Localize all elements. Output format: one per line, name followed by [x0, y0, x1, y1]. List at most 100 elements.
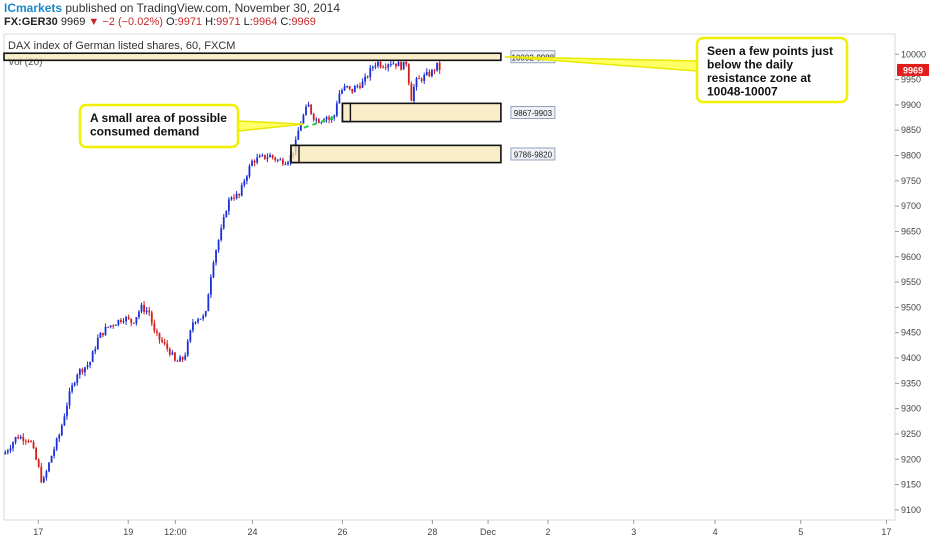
candle-body[interactable]: [102, 332, 104, 336]
candle-body[interactable]: [4, 452, 7, 455]
candle-body[interactable]: [143, 304, 145, 312]
candle-body[interactable]: [235, 193, 238, 199]
candle-body[interactable]: [86, 365, 89, 368]
candle-body[interactable]: [37, 459, 40, 467]
candle-body[interactable]: [94, 349, 97, 352]
candle-body[interactable]: [310, 104, 313, 114]
candle-body[interactable]: [135, 317, 138, 324]
candle-body[interactable]: [256, 157, 259, 163]
candle-body[interactable]: [276, 159, 279, 161]
candle-body[interactable]: [397, 62, 400, 67]
candle-body[interactable]: [382, 67, 385, 69]
candle-body[interactable]: [333, 115, 336, 118]
candle-body[interactable]: [156, 331, 158, 333]
candle-body[interactable]: [243, 180, 246, 186]
candle-body[interactable]: [400, 62, 402, 70]
candle-body[interactable]: [184, 355, 187, 360]
candle-body[interactable]: [81, 369, 84, 373]
candle-body[interactable]: [22, 436, 25, 441]
candle-body[interactable]: [351, 88, 354, 93]
candle-body[interactable]: [299, 123, 302, 131]
candle-body[interactable]: [407, 64, 410, 84]
candle-body[interactable]: [328, 117, 331, 120]
candle-body[interactable]: [78, 369, 81, 375]
candle-body[interactable]: [379, 61, 382, 68]
candle-body[interactable]: [248, 165, 251, 177]
candle-body[interactable]: [138, 311, 140, 318]
candle-body[interactable]: [166, 343, 169, 349]
candle-body[interactable]: [14, 437, 17, 443]
candle-body[interactable]: [204, 311, 207, 316]
candle-body[interactable]: [112, 325, 115, 327]
candle-body[interactable]: [312, 113, 315, 120]
candle-body[interactable]: [377, 61, 379, 66]
candle-body[interactable]: [317, 119, 320, 123]
candle-body[interactable]: [287, 161, 289, 165]
candle-body[interactable]: [346, 86, 349, 88]
candle-body[interactable]: [122, 321, 125, 323]
candle-body[interactable]: [410, 83, 413, 101]
candle-body[interactable]: [158, 332, 161, 340]
candle-body[interactable]: [210, 277, 212, 295]
candle-body[interactable]: [420, 78, 423, 81]
brand-name[interactable]: ICmarkets: [4, 1, 63, 15]
candle-body[interactable]: [30, 440, 32, 442]
candle-body[interactable]: [384, 67, 387, 69]
candle-body[interactable]: [335, 103, 338, 116]
candle-body[interactable]: [48, 462, 50, 472]
candle-body[interactable]: [109, 325, 112, 327]
candle-body[interactable]: [202, 315, 205, 319]
resistance-note-box[interactable]: [695, 36, 849, 104]
candle-body[interactable]: [341, 90, 343, 94]
candle-body[interactable]: [176, 360, 179, 362]
candle-body[interactable]: [220, 228, 223, 241]
candle-body[interactable]: [261, 154, 264, 156]
candle-body[interactable]: [9, 448, 12, 451]
candle-body[interactable]: [91, 351, 94, 363]
candle-body[interactable]: [227, 199, 230, 212]
candle-body[interactable]: [150, 312, 153, 324]
candle-body[interactable]: [197, 319, 199, 322]
candle-body[interactable]: [436, 62, 438, 71]
candle-body[interactable]: [266, 157, 269, 159]
candle-body[interactable]: [179, 357, 181, 362]
candle-body[interactable]: [348, 86, 351, 89]
candle-body[interactable]: [364, 76, 367, 82]
candle-body[interactable]: [233, 197, 235, 199]
candle-body[interactable]: [425, 71, 428, 75]
candle-body[interactable]: [284, 164, 287, 166]
candle-body[interactable]: [238, 193, 241, 196]
candle-body[interactable]: [12, 442, 14, 449]
candle-body[interactable]: [253, 160, 256, 163]
candle-body[interactable]: [114, 324, 117, 326]
candle-body[interactable]: [271, 154, 274, 158]
zone-rect[interactable]: [341, 102, 502, 123]
candle-body[interactable]: [207, 294, 210, 312]
candle-body[interactable]: [107, 326, 109, 328]
candle-body[interactable]: [240, 185, 243, 196]
candle-body[interactable]: [120, 319, 122, 323]
candle-body[interactable]: [405, 61, 408, 65]
candle-body[interactable]: [215, 250, 217, 263]
candle-body[interactable]: [63, 416, 66, 426]
candle-body[interactable]: [153, 323, 156, 332]
candle-body[interactable]: [217, 240, 220, 251]
candle-body[interactable]: [192, 322, 194, 331]
candle-body[interactable]: [6, 450, 9, 453]
candle-body[interactable]: [181, 357, 184, 360]
candle-body[interactable]: [302, 115, 305, 124]
candle-body[interactable]: [127, 317, 130, 319]
candle-body[interactable]: [125, 317, 127, 322]
candle-body[interactable]: [68, 391, 71, 406]
candle-body[interactable]: [148, 310, 151, 313]
candle-body[interactable]: [371, 67, 374, 69]
candle-body[interactable]: [186, 341, 189, 356]
candle-body[interactable]: [369, 67, 372, 78]
price-chart[interactable]: 9100 9150 9200 9250 9300 9350 9400 9450 9500 9550…: [0, 30, 932, 550]
candle-body[interactable]: [24, 440, 27, 442]
candle-body[interactable]: [338, 93, 341, 104]
candle-body[interactable]: [45, 471, 48, 478]
candle-body[interactable]: [225, 211, 228, 218]
candle-body[interactable]: [222, 217, 225, 229]
candle-body[interactable]: [163, 341, 166, 344]
